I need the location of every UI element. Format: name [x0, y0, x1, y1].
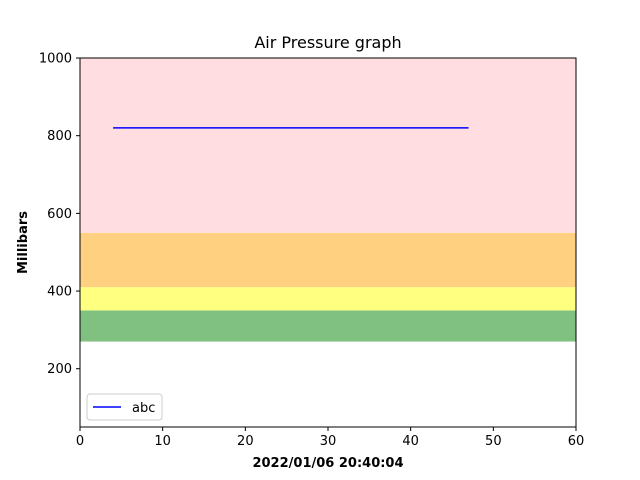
x-tick-label: 10: [154, 434, 171, 449]
x-tick-label: 30: [320, 434, 337, 449]
x-tick-label: 40: [402, 434, 419, 449]
x-tick-label: 50: [485, 434, 502, 449]
y-tick-label: 800: [47, 129, 72, 144]
legend-box: [86, 393, 163, 421]
y-tick-label: 200: [47, 362, 72, 377]
band-1: [80, 287, 576, 311]
y-axis-label: Millibars: [16, 211, 31, 274]
band-0: [80, 310, 576, 342]
chart-title: Air Pressure graph: [254, 33, 401, 52]
x-axis-label: 2022/01/06 20:40:04: [252, 456, 403, 471]
y-ticks: 200 400 600 800 1000: [39, 52, 80, 377]
legend-entry: abc: [132, 401, 155, 416]
bands-layer: [80, 58, 576, 342]
y-tick-label: 400: [47, 285, 72, 300]
y-tick-label: 600: [47, 207, 72, 222]
x-tick-label: 60: [568, 434, 585, 449]
y-tick-label: 1000: [39, 52, 72, 67]
band-3: [80, 58, 576, 233]
x-tick-label: 0: [76, 434, 84, 449]
legend: abc: [86, 393, 163, 421]
x-ticks: 0 10 20 30 40 50 60: [76, 427, 584, 449]
x-tick-label: 20: [237, 434, 254, 449]
band-2: [80, 232, 576, 288]
